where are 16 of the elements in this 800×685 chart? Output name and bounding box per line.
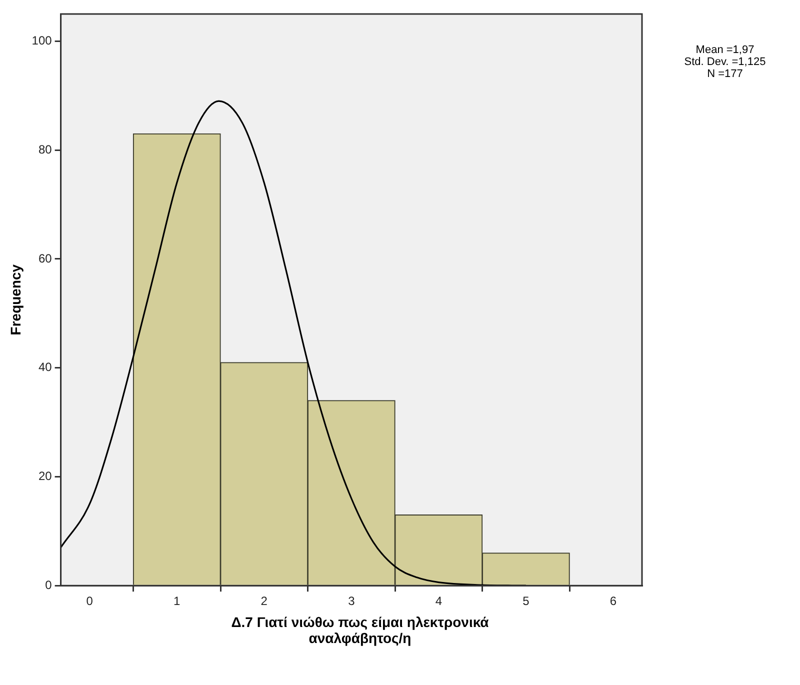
y-tick-label: 20 <box>38 469 52 484</box>
x-tick-label: 6 <box>610 594 617 608</box>
x-tick-label: 1 <box>174 594 181 608</box>
y-tick-label: 100 <box>32 34 52 48</box>
y-tick-label: 40 <box>38 360 52 374</box>
x-tick-label: 3 <box>348 594 356 608</box>
text: Mean =1,97 Std. Dev. =1,125 N =177 <box>683 44 767 80</box>
x-tick-label: 2 <box>260 594 268 608</box>
x-axis-title: Δ.7 Γιατί νιώθω πως είμαι ηλεκτρονικά αναλφάβητος/η <box>230 614 490 646</box>
x-tick-label: 4 <box>435 594 442 608</box>
y-axis-title: Frequency <box>7 264 24 336</box>
x-tick-label: 5 <box>522 594 530 608</box>
x-tick-label: 0 <box>86 594 94 608</box>
y-tick-label: 80 <box>38 142 52 156</box>
y-tick-label: 60 <box>38 251 52 266</box>
y-tick-label: 0 <box>45 578 52 592</box>
